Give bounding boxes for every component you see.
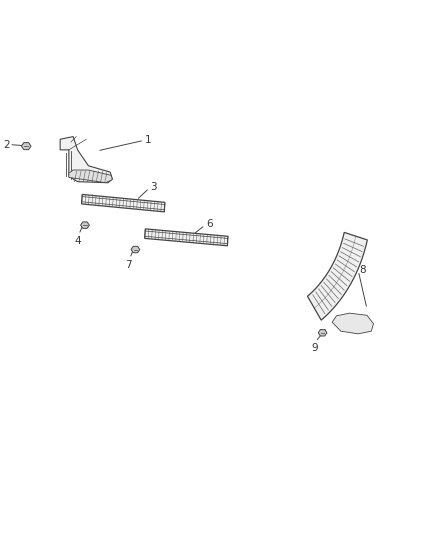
Polygon shape: [332, 313, 374, 334]
Polygon shape: [131, 246, 140, 253]
Text: 8: 8: [359, 265, 366, 274]
Text: 6: 6: [206, 219, 212, 229]
Text: 7: 7: [125, 260, 132, 270]
Polygon shape: [60, 136, 113, 183]
Polygon shape: [81, 222, 89, 228]
Text: 3: 3: [150, 182, 157, 192]
Polygon shape: [318, 329, 327, 336]
Text: 1: 1: [145, 135, 152, 146]
Polygon shape: [21, 143, 31, 150]
Polygon shape: [69, 170, 113, 183]
Polygon shape: [81, 195, 165, 212]
Text: 2: 2: [4, 140, 10, 150]
Text: 9: 9: [311, 343, 318, 353]
Text: 4: 4: [74, 236, 81, 246]
Polygon shape: [307, 232, 367, 320]
Polygon shape: [145, 229, 228, 246]
